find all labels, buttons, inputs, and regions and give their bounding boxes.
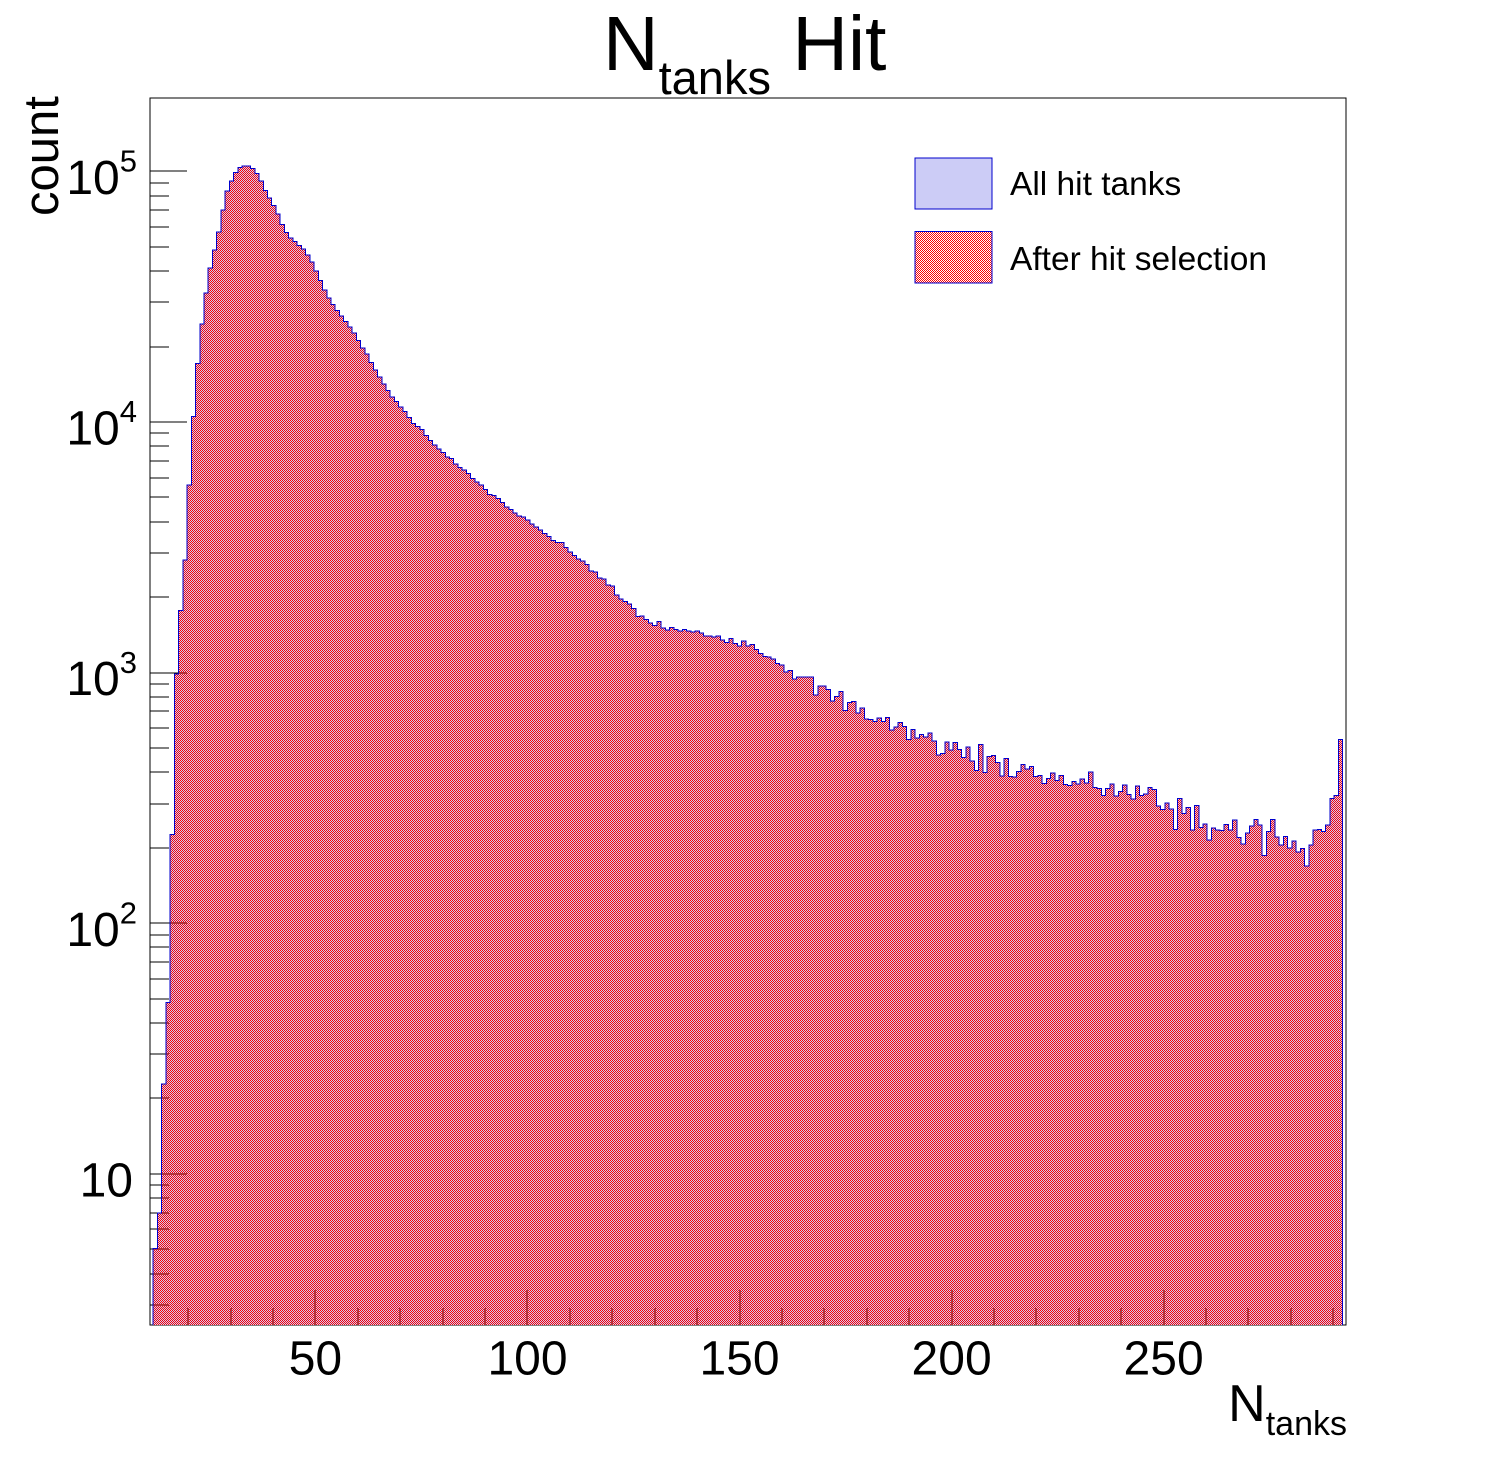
svg-text:105: 105 — [66, 144, 137, 205]
svg-text:102: 102 — [66, 895, 137, 956]
svg-text:50: 50 — [289, 1333, 342, 1386]
svg-text:Ntanks Hit: Ntanks Hit — [603, 1, 886, 104]
svg-text:250: 250 — [1124, 1333, 1204, 1386]
svg-text:150: 150 — [699, 1333, 779, 1386]
svg-text:10: 10 — [80, 1154, 133, 1207]
svg-text:100: 100 — [487, 1333, 567, 1386]
svg-text:count: count — [15, 96, 69, 216]
svg-text:After hit selection: After hit selection — [1010, 241, 1267, 278]
svg-text:104: 104 — [66, 394, 137, 455]
svg-text:200: 200 — [912, 1333, 992, 1386]
svg-text:All hit tanks: All hit tanks — [1010, 166, 1181, 203]
